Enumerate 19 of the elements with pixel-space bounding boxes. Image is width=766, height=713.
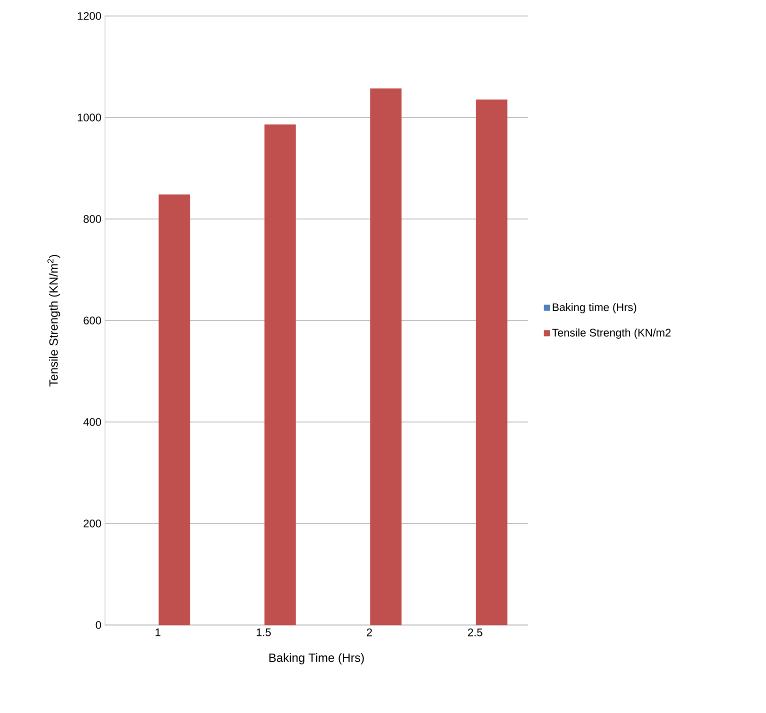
x-axis-title: Baking Time (Hrs) [269, 653, 364, 664]
x-tick-label: 2 [366, 628, 372, 636]
bar [264, 124, 296, 626]
bar [476, 100, 508, 626]
legend-label: Tensile Strength (KN/m2 [552, 328, 671, 339]
x-tick-label: 2.5 [468, 628, 482, 636]
bar [158, 194, 190, 626]
bar [370, 88, 402, 626]
x-tick-label: 1 [156, 628, 160, 636]
y-tick-label: 800 [84, 215, 102, 223]
x-tick-label: 1.5 [256, 628, 271, 636]
y-tick-label: 1000 [78, 114, 102, 122]
y-axis-title: Tensile Strength (KN/m$^{2}$) [47, 254, 60, 387]
y-tick-label: 1200 [78, 12, 102, 20]
y-tick-label: 600 [84, 316, 102, 324]
legend-label: Baking time (Hrs) [552, 303, 636, 314]
y-tick-label: 400 [83, 418, 102, 426]
y-tick-label: 0 [96, 621, 102, 629]
y-tick-label: 200 [84, 520, 102, 528]
